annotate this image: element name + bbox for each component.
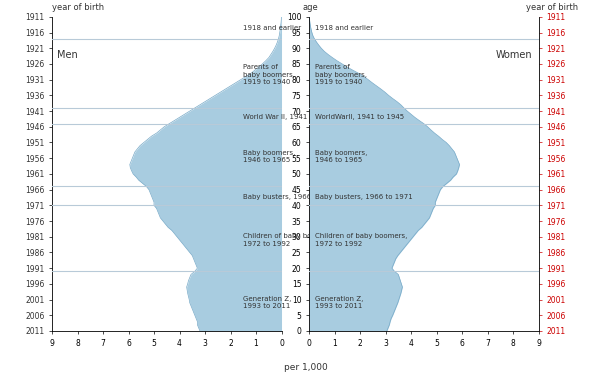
Text: year of birth: year of birth [526, 3, 578, 12]
Text: World War II, 1941 to 1945: World War II, 1941 to 1945 [244, 114, 337, 120]
Text: Generation Z,
1993 to 2011: Generation Z, 1993 to 2011 [315, 296, 364, 309]
Text: Children of baby boomers,
1972 to 1992: Children of baby boomers, 1972 to 1992 [244, 233, 335, 246]
Text: WorldWarII, 1941 to 1945: WorldWarII, 1941 to 1945 [315, 114, 405, 120]
Text: Women: Women [496, 50, 532, 60]
Text: Baby busters, 1966 to 1971: Baby busters, 1966 to 1971 [315, 194, 413, 200]
Text: Baby boomers,
1946 to 1965: Baby boomers, 1946 to 1965 [244, 150, 296, 163]
Text: Men: Men [57, 50, 78, 60]
Text: Children of baby boomers,
1972 to 1992: Children of baby boomers, 1972 to 1992 [315, 233, 408, 246]
Text: age: age [303, 3, 319, 12]
Text: Generation Z,
1993 to 2011: Generation Z, 1993 to 2011 [244, 296, 292, 309]
Text: 1918 and earlier: 1918 and earlier [315, 25, 373, 31]
Text: Parents of
baby boomers,
1919 to 1940: Parents of baby boomers, 1919 to 1940 [244, 64, 295, 85]
Text: per 1,000: per 1,000 [284, 363, 328, 372]
Text: 1918 and earlier: 1918 and earlier [244, 25, 301, 31]
Text: Baby boomers,
1946 to 1965: Baby boomers, 1946 to 1965 [315, 150, 368, 163]
Text: year of birth: year of birth [52, 3, 104, 12]
Text: Baby busters, 1966 to 1971: Baby busters, 1966 to 1971 [244, 194, 341, 200]
Text: Parents of
baby boomers,
1919 to 1940: Parents of baby boomers, 1919 to 1940 [315, 64, 367, 85]
